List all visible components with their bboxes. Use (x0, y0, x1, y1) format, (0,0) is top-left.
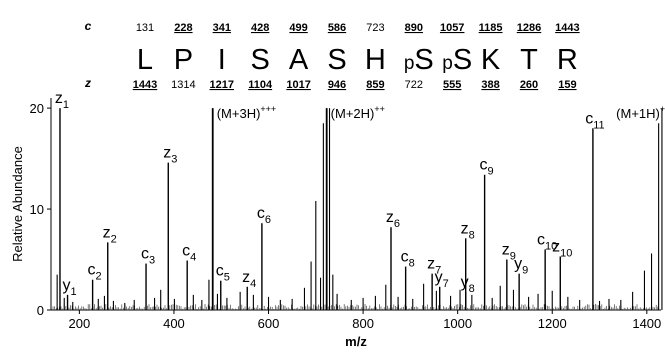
c-ion-mass: 723 (366, 22, 384, 34)
precursor-label: (M+3H)+++ (217, 104, 276, 121)
residue-s: pS (404, 44, 434, 76)
fragment-ion-label: z1 (55, 90, 69, 111)
residue-s: pS (442, 44, 472, 76)
fragment-ion-label: c11 (585, 110, 604, 131)
z-ion-values: 1443 1314 1217 1104 1017 946 859 722 555 388 260 15… (133, 79, 577, 91)
residue-i: I (218, 44, 226, 76)
fragment-ion-label: y7 (435, 269, 449, 290)
x-tick-label: 1400 (632, 316, 661, 331)
spectrum-peaks (56, 108, 663, 310)
x-tick-label: 800 (352, 316, 374, 331)
fragment-ion-label: c3 (141, 246, 155, 267)
z-ion-mass: 260 (520, 79, 538, 91)
y-axis-ticks: 0 10 20 (30, 101, 51, 318)
residue-t: T (520, 44, 538, 76)
z-ion-mass: 1217 (210, 79, 234, 91)
z-ion-mass: 946 (328, 79, 346, 91)
c-ion-mass: 499 (289, 22, 307, 34)
y-tick-label: 10 (30, 202, 44, 217)
fragment-ion-label: z7 (427, 256, 441, 277)
c-ion-mass: 586 (328, 22, 346, 34)
c-ion-mass: 428 (251, 22, 269, 34)
x-tick-label: 1200 (538, 316, 567, 331)
c-ion-values: 131 228 341 428 499 586 723 890 1057 1185 1286 1443 (136, 22, 580, 34)
fragment-ion-label: z9 (502, 242, 516, 263)
fragment-ion-label: z4 (242, 269, 256, 290)
y-tick-label: 0 (37, 303, 44, 318)
x-tick-label: 1000 (443, 316, 472, 331)
z-ion-mass: 1443 (133, 79, 157, 91)
z-ion-mass: 159 (558, 79, 576, 91)
x-tick-label: 400 (163, 316, 185, 331)
z-ion-mass: 859 (366, 79, 384, 91)
x-axis-ticks: 200 400 600 800 1000 1200 1400 (69, 310, 661, 331)
fragment-ion-label: z6 (386, 209, 400, 230)
fragment-ion-label: c9 (480, 157, 494, 178)
fragment-ion-label: c2 (88, 262, 102, 283)
c-ion-mass: 131 (136, 22, 154, 34)
baseline-noise (52, 304, 659, 310)
c-ion-mass: 1443 (555, 22, 579, 34)
z-ion-mass: 555 (443, 79, 461, 91)
x-tick-label: 200 (69, 316, 91, 331)
z-ion-mass: 1314 (171, 79, 195, 91)
fragment-ion-label: y1 (62, 277, 76, 298)
z-ion-mass: 1017 (286, 79, 310, 91)
x-axis-title: m/z (345, 334, 367, 349)
precursor-label: (M+1H)+ (616, 104, 665, 121)
fragment-ion-label: z10 (552, 238, 572, 259)
residue-r: R (557, 44, 578, 76)
y-axis-title: Relative Abundance (10, 146, 25, 262)
noise-trace (52, 304, 659, 310)
residue-l: L (137, 44, 153, 76)
fragment-ion-label: z8 (461, 220, 475, 241)
z-ion-row-label: z (84, 76, 91, 90)
c-ion-mass: 228 (174, 22, 192, 34)
c-ion-mass: 1286 (517, 22, 541, 34)
residue-k: K (481, 44, 501, 76)
fragment-ion-label: z3 (163, 145, 177, 166)
residue-p: P (174, 44, 193, 76)
fragment-ion-label: y8 (461, 274, 475, 295)
fragment-ion-label: z2 (103, 224, 117, 245)
y-tick-label: 20 (30, 101, 44, 116)
residue-h: H (365, 44, 386, 76)
residue-s: S (327, 44, 346, 76)
x-tick-label: 600 (258, 316, 280, 331)
z-ion-mass: 1104 (248, 79, 273, 91)
fragment-ion-label: c4 (182, 243, 196, 264)
fragment-ion-label: c10 (537, 231, 557, 252)
z-ion-mass: 722 (405, 79, 423, 91)
fragment-ion-label: c5 (216, 263, 230, 284)
c-ion-mass: 1057 (440, 22, 464, 34)
fragment-ion-label: c8 (401, 249, 415, 270)
c-ion-row-label: c (85, 19, 92, 33)
fragment-ion-label: c6 (257, 205, 271, 226)
peptide-sequence-map: c z 131 228 341 428 499 586 723 890 1057 1185 1286… (84, 19, 580, 91)
c-ion-mass: 1185 (479, 22, 503, 34)
residue-s: S (251, 44, 270, 76)
precursor-label: (M+2H)++ (331, 104, 385, 121)
fragment-ion-label: y9 (514, 256, 528, 277)
residue-a: A (289, 44, 309, 76)
z-ion-mass: 388 (481, 79, 499, 91)
c-ion-mass: 890 (405, 22, 423, 34)
c-ion-mass: 341 (213, 22, 231, 34)
